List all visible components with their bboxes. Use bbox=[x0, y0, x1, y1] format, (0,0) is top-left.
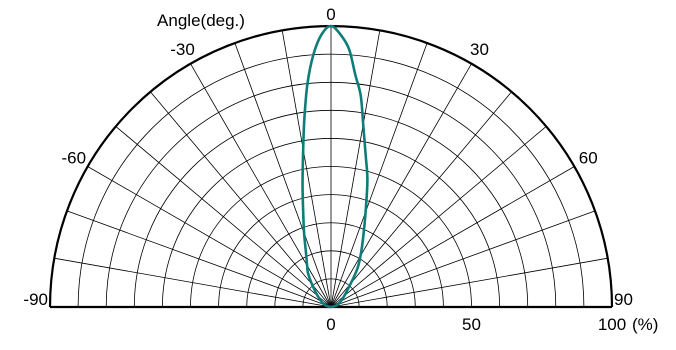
intensity-curve bbox=[301, 24, 369, 309]
angle-tick-label: -90 bbox=[23, 290, 48, 309]
grid-rings bbox=[77, 53, 585, 308]
radial-tick-label: 100 bbox=[598, 315, 626, 334]
radial-unit-label: (%) bbox=[632, 315, 658, 334]
angle-tick-label: -60 bbox=[62, 149, 87, 168]
angle-tick-label: 60 bbox=[579, 149, 598, 168]
angle-tick-label: 30 bbox=[470, 40, 489, 59]
angle-tick-label: 0 bbox=[326, 5, 335, 24]
radial-tick-label: 0 bbox=[326, 315, 335, 334]
grid-ring bbox=[218, 194, 444, 308]
grid-ring bbox=[274, 250, 388, 308]
grid-ring bbox=[190, 166, 472, 308]
grid-ring bbox=[302, 278, 360, 308]
angle-tick-labels: 0 30 -30 60 -60 90 -90 bbox=[23, 5, 633, 309]
axis-labels: Angle(deg.) (%) bbox=[157, 11, 658, 334]
intensity-curves bbox=[301, 24, 369, 309]
angle-tick-label: -30 bbox=[170, 40, 195, 59]
angle-tick-label: 90 bbox=[614, 290, 633, 309]
radial-tick-label: 50 bbox=[462, 315, 481, 334]
grid-ring bbox=[77, 53, 585, 308]
radial-tick-labels: 0 50 100 bbox=[326, 315, 626, 334]
angle-axis-label: Angle(deg.) bbox=[157, 11, 245, 30]
grid-ring bbox=[133, 109, 529, 308]
grid-ring bbox=[162, 138, 500, 308]
grid-ring bbox=[105, 81, 557, 308]
grid-ring bbox=[246, 222, 416, 308]
